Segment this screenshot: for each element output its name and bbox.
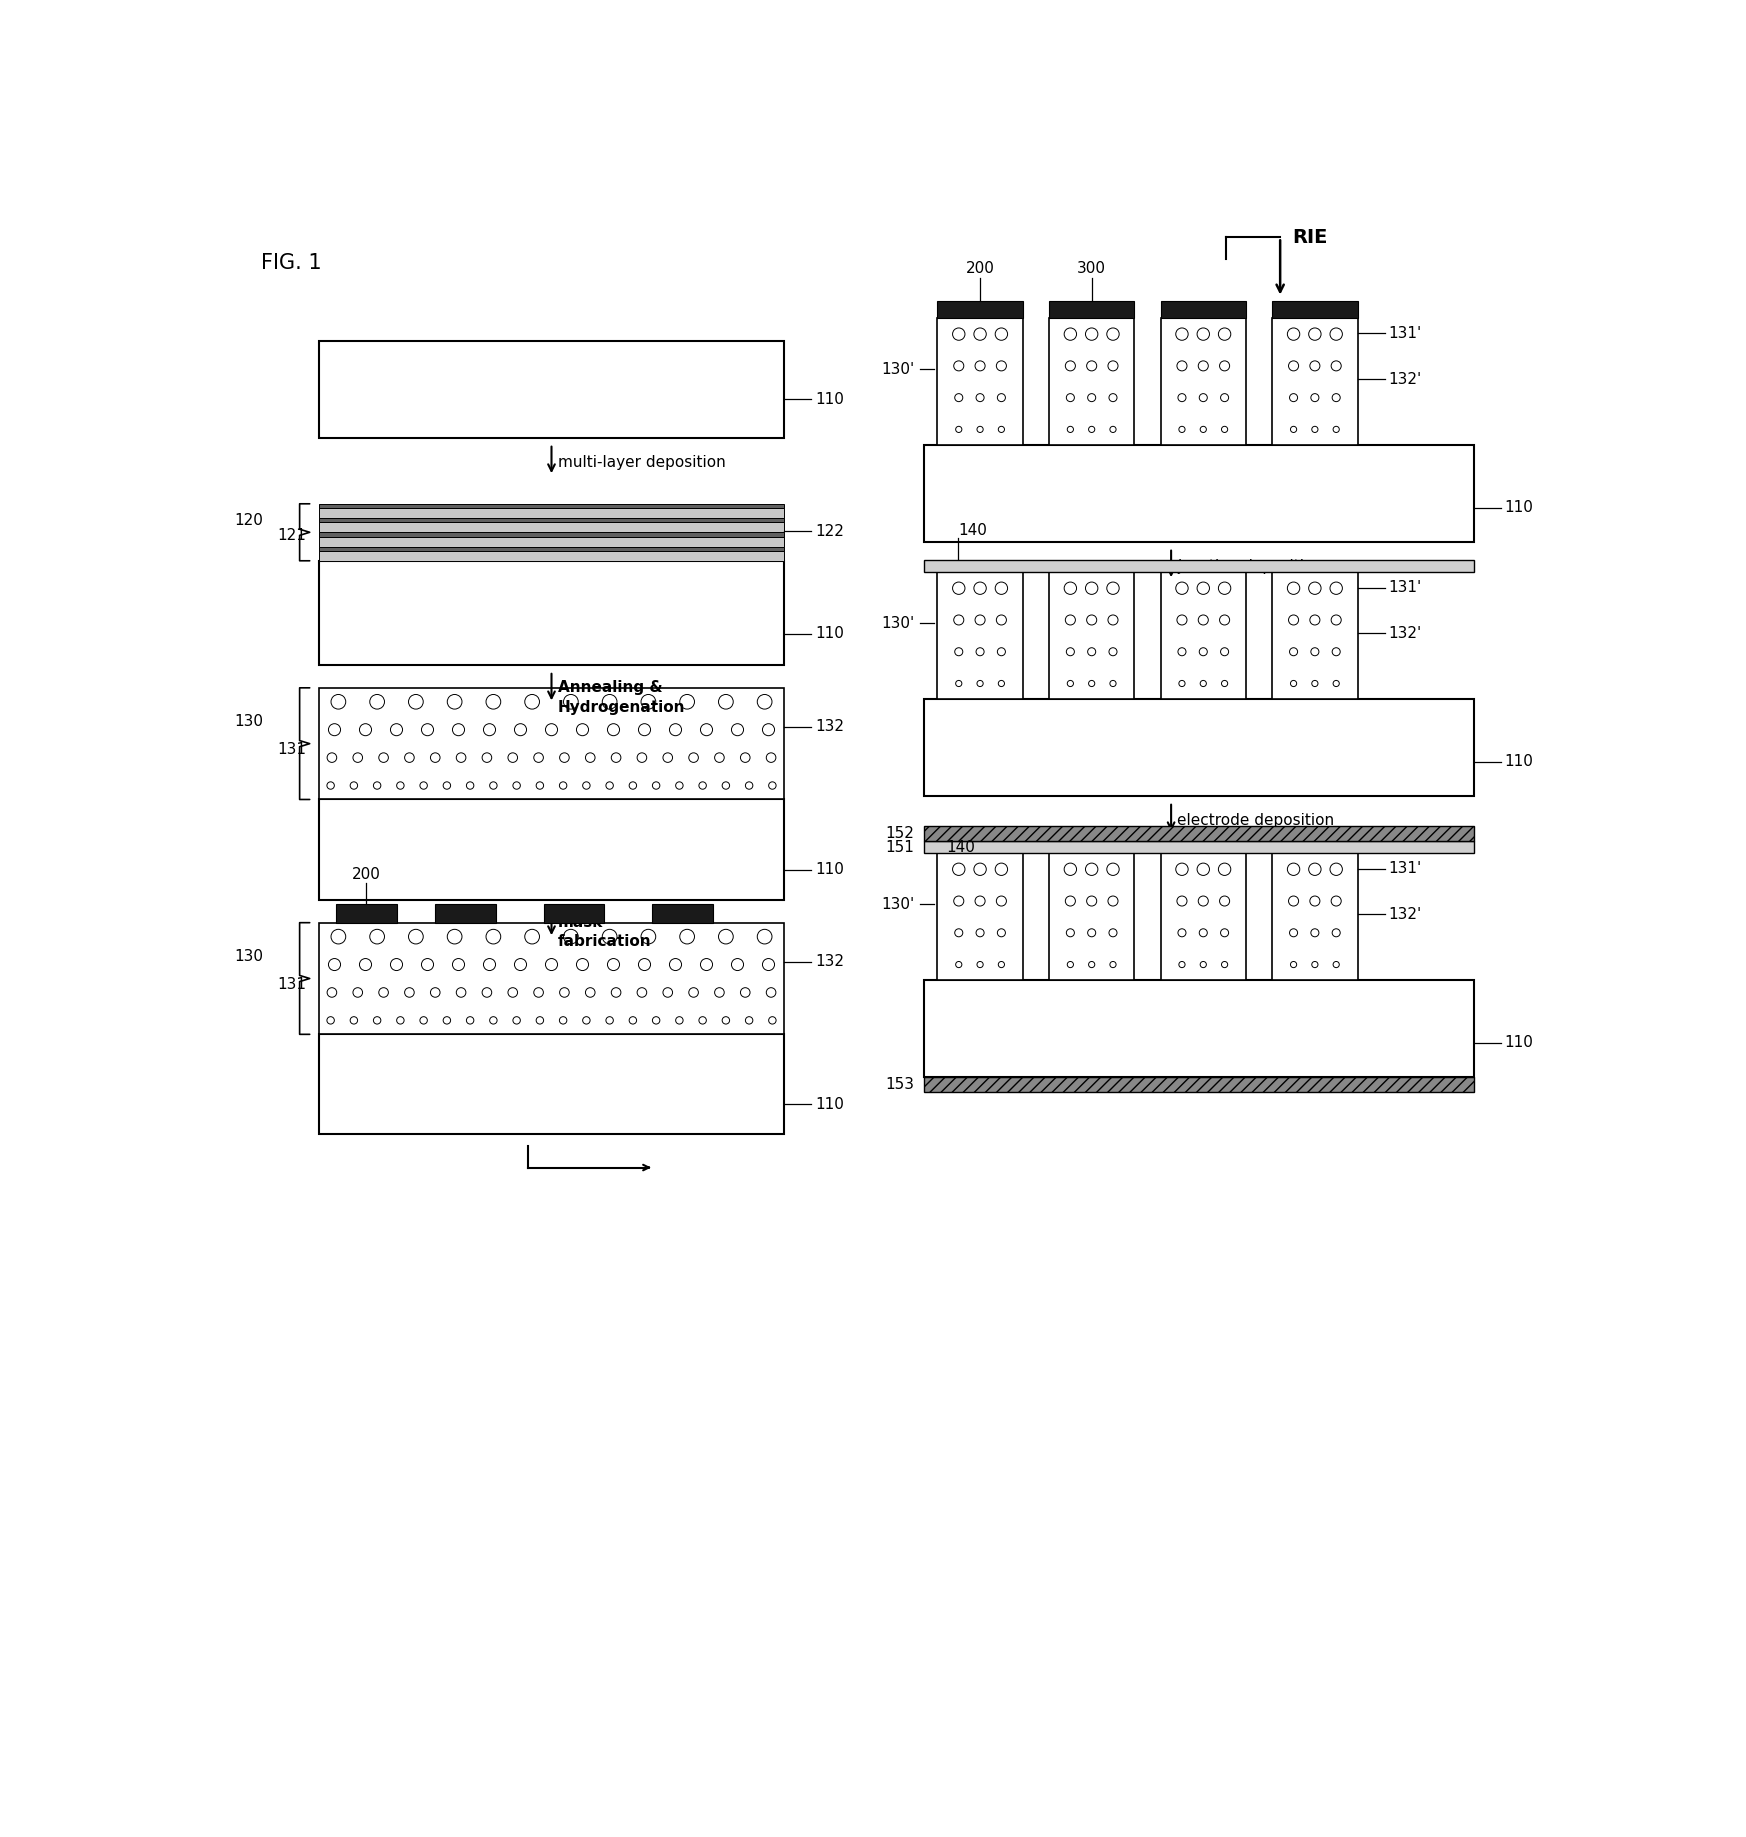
Text: multi-layer deposition: multi-layer deposition: [557, 456, 725, 470]
Bar: [320, 799, 784, 900]
Bar: [924, 1076, 1474, 1091]
Bar: [938, 573, 1023, 700]
Text: 131': 131': [1388, 325, 1421, 342]
Bar: [924, 981, 1474, 1076]
Text: electrode deposition: electrode deposition: [1177, 812, 1334, 828]
Text: junction deposition: junction deposition: [1177, 558, 1323, 573]
Bar: [1273, 318, 1357, 445]
Text: 130: 130: [234, 948, 264, 964]
Bar: [1161, 318, 1247, 445]
Text: 200: 200: [966, 261, 995, 276]
Text: 110: 110: [815, 862, 843, 876]
Bar: [320, 922, 784, 1034]
Text: 153: 153: [885, 1076, 915, 1091]
Text: 132': 132': [1388, 371, 1421, 388]
Text: 130': 130': [882, 896, 915, 911]
Text: 200: 200: [353, 867, 381, 882]
Bar: [320, 560, 784, 665]
Text: 122: 122: [815, 524, 843, 538]
Text: 151: 151: [885, 840, 915, 854]
Bar: [924, 841, 1474, 854]
Bar: [320, 522, 784, 533]
Bar: [320, 509, 784, 518]
Text: 132': 132': [1388, 626, 1421, 641]
Bar: [1273, 301, 1357, 318]
Text: 131': 131': [1388, 580, 1421, 595]
Bar: [924, 445, 1474, 542]
Text: 110: 110: [815, 1097, 843, 1111]
Text: 131: 131: [278, 742, 306, 757]
Text: Annealing &: Annealing &: [557, 680, 662, 696]
Text: 110: 110: [1505, 755, 1533, 770]
Bar: [320, 518, 784, 522]
Text: 300: 300: [1077, 261, 1107, 276]
Bar: [938, 301, 1023, 318]
Text: 132: 132: [815, 953, 843, 970]
Text: 110: 110: [1505, 500, 1533, 516]
Bar: [938, 318, 1023, 445]
Text: RIE: RIE: [1292, 228, 1327, 246]
Bar: [320, 547, 784, 551]
Text: mask: mask: [557, 915, 602, 930]
Bar: [543, 904, 604, 922]
Bar: [1161, 854, 1247, 981]
Bar: [924, 825, 1474, 841]
Text: 121: 121: [278, 527, 306, 542]
Bar: [320, 533, 784, 536]
Bar: [320, 1034, 784, 1135]
Bar: [320, 536, 784, 547]
Text: 140: 140: [959, 524, 986, 538]
Bar: [320, 342, 784, 437]
Bar: [653, 904, 712, 922]
Bar: [1161, 301, 1247, 318]
Text: 152: 152: [885, 827, 915, 841]
Bar: [1273, 573, 1357, 700]
Bar: [1049, 854, 1135, 981]
Bar: [924, 560, 1474, 573]
Text: 110: 110: [815, 391, 843, 406]
Bar: [335, 904, 396, 922]
Text: 132': 132': [1388, 907, 1421, 922]
Text: 131': 131': [1388, 862, 1421, 876]
Bar: [320, 551, 784, 560]
Bar: [320, 687, 784, 799]
Text: 120: 120: [234, 513, 264, 529]
Bar: [435, 904, 496, 922]
Bar: [924, 700, 1474, 795]
Text: 131: 131: [278, 977, 306, 992]
Text: Hydrogenation: Hydrogenation: [557, 700, 684, 715]
Text: fabrication: fabrication: [557, 935, 651, 950]
Text: 110: 110: [1505, 1036, 1533, 1051]
Bar: [1273, 854, 1357, 981]
Bar: [320, 503, 784, 509]
Bar: [1049, 301, 1135, 318]
Bar: [938, 854, 1023, 981]
Text: 132: 132: [815, 720, 843, 735]
Bar: [1161, 573, 1247, 700]
Text: 130': 130': [882, 362, 915, 377]
Text: 110: 110: [815, 626, 843, 641]
Text: FIG. 1: FIG. 1: [260, 254, 321, 272]
Text: 130: 130: [234, 715, 264, 729]
Bar: [1049, 573, 1135, 700]
Bar: [1049, 318, 1135, 445]
Text: 130': 130': [882, 615, 915, 630]
Text: 140: 140: [946, 840, 976, 854]
